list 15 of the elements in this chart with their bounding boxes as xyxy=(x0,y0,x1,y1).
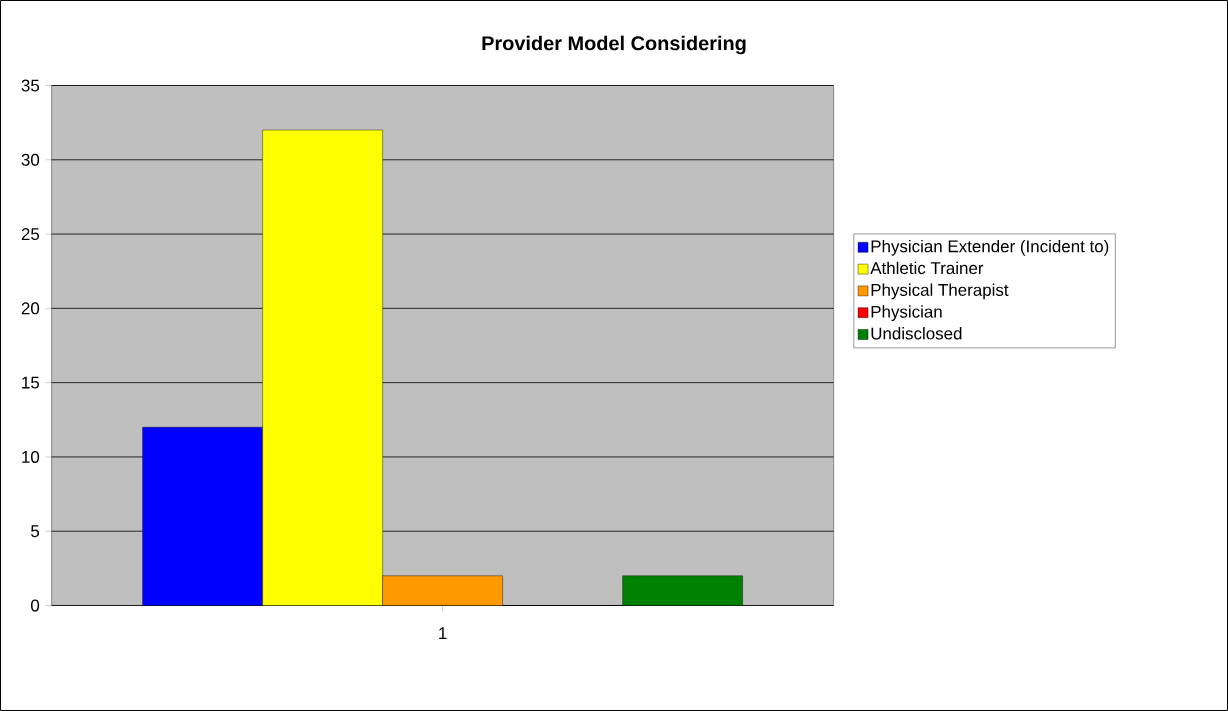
legend-label: Physical Therapist xyxy=(871,283,1009,300)
legend-label: Athletic Trainer xyxy=(870,261,984,275)
y-tick-label: 35 xyxy=(21,79,40,92)
y-tick-label: 25 xyxy=(21,228,40,241)
y-tick-label: 10 xyxy=(22,450,40,463)
y-tick-label: 30 xyxy=(21,153,40,166)
y-tick-label: 15 xyxy=(22,376,40,389)
chart-title: Provider Model Considering xyxy=(482,35,746,55)
y-tick-label: 5 xyxy=(31,525,40,538)
legend-label: Physician Extender (Incident to) xyxy=(871,239,1109,256)
legend-label: Physician xyxy=(871,305,942,322)
y-tick-label: 20 xyxy=(21,302,40,315)
x-tick-label: 1 xyxy=(439,627,447,639)
y-tick-label: 0 xyxy=(31,599,40,612)
legend-label: Undisclosed xyxy=(871,327,962,340)
